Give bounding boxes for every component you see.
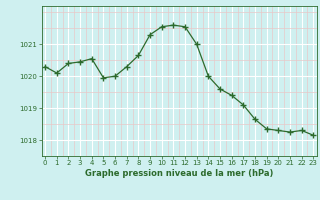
X-axis label: Graphe pression niveau de la mer (hPa): Graphe pression niveau de la mer (hPa) bbox=[85, 169, 273, 178]
